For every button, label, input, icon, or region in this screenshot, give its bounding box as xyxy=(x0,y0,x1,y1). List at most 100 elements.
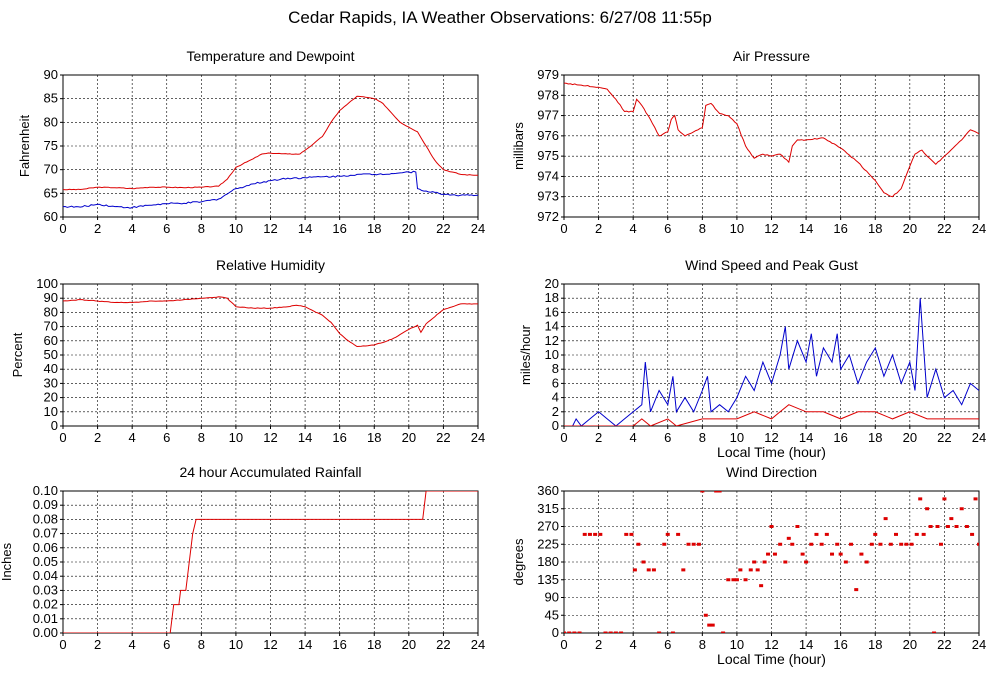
data-point xyxy=(959,507,964,511)
y-tick-label: 0 xyxy=(51,418,58,433)
x-tick-label: 0 xyxy=(59,430,66,445)
series-line xyxy=(63,170,478,209)
data-point xyxy=(572,631,577,633)
data-point xyxy=(772,552,777,556)
data-point xyxy=(795,525,800,528)
y-tick-label: 30 xyxy=(44,375,58,390)
x-tick-label: 14 xyxy=(298,221,312,236)
y-tick-label: 0.08 xyxy=(33,511,58,526)
data-point xyxy=(696,542,701,546)
data-point xyxy=(641,560,646,564)
y-tick-label: 70 xyxy=(44,319,58,334)
x-tick-label: 4 xyxy=(129,430,136,445)
x-axis-label: Local Time (hour) xyxy=(717,651,826,667)
x-tick-label: 8 xyxy=(198,221,205,236)
x-tick-label: 6 xyxy=(163,430,170,445)
data-point xyxy=(636,542,641,546)
y-axis-label: Fahrenheit xyxy=(17,115,32,178)
data-point xyxy=(721,631,726,633)
x-tick-label: 18 xyxy=(868,430,882,445)
data-point xyxy=(593,532,598,536)
y-tick-label: 40 xyxy=(44,361,58,376)
data-point xyxy=(925,507,930,511)
x-axis-label: Local Time (hour) xyxy=(717,444,826,460)
chart-title: Wind Direction xyxy=(726,464,817,480)
data-point xyxy=(954,525,959,528)
x-tick-label: 16 xyxy=(833,637,847,652)
y-tick-label: 0.07 xyxy=(33,526,58,541)
data-point xyxy=(646,568,651,572)
y-tick-label: 10 xyxy=(44,404,58,419)
x-tick-label: 12 xyxy=(764,637,778,652)
data-point xyxy=(949,517,954,521)
data-point xyxy=(743,578,748,582)
x-tick-label: 8 xyxy=(198,430,205,445)
y-tick-label: 2 xyxy=(552,404,559,419)
data-point xyxy=(843,560,848,564)
y-tick-label: 0.01 xyxy=(33,611,58,626)
x-tick-label: 10 xyxy=(229,637,243,652)
data-point xyxy=(717,491,722,493)
data-point xyxy=(909,542,914,546)
y-tick-label: 0.00 xyxy=(33,625,58,640)
chart-title: Relative Humidity xyxy=(216,257,325,273)
data-point xyxy=(786,536,791,540)
series-line xyxy=(564,82,979,198)
x-tick-label: 16 xyxy=(332,430,346,445)
x-tick-label: 24 xyxy=(972,637,986,652)
y-tick-label: 8 xyxy=(552,361,559,376)
x-tick-label: 2 xyxy=(595,637,602,652)
y-tick-label: 0.02 xyxy=(33,597,58,612)
y-tick-label: 0.06 xyxy=(33,540,58,555)
x-tick-label: 6 xyxy=(664,637,671,652)
y-axis-label: degrees xyxy=(511,538,526,585)
y-tick-label: 180 xyxy=(537,554,559,569)
data-point xyxy=(878,542,883,546)
x-tick-label: 16 xyxy=(332,637,346,652)
data-point xyxy=(657,631,662,633)
x-tick-label: 20 xyxy=(903,637,917,652)
y-tick-label: 0.09 xyxy=(33,497,58,512)
y-tick-label: 80 xyxy=(44,114,58,129)
x-tick-label: 2 xyxy=(595,430,602,445)
x-tick-label: 24 xyxy=(972,221,986,236)
x-tick-label: 12 xyxy=(764,221,778,236)
x-tick-label: 14 xyxy=(799,637,813,652)
x-tick-label: 14 xyxy=(298,637,312,652)
data-point xyxy=(932,631,937,633)
x-tick-label: 24 xyxy=(471,637,485,652)
data-point xyxy=(726,578,731,582)
data-point xyxy=(800,552,805,556)
data-point xyxy=(613,631,618,633)
x-tick-label: 24 xyxy=(471,221,485,236)
data-point xyxy=(790,542,795,546)
y-tick-label: 135 xyxy=(537,572,559,587)
y-tick-label: 80 xyxy=(44,304,58,319)
x-tick-label: 10 xyxy=(730,637,744,652)
page-title: Cedar Rapids, IA Weather Observations: 6… xyxy=(288,8,712,27)
y-tick-label: 18 xyxy=(545,290,559,305)
x-tick-label: 4 xyxy=(129,637,136,652)
x-tick-label: 14 xyxy=(799,221,813,236)
data-point xyxy=(710,623,715,627)
y-tick-label: 974 xyxy=(537,168,559,183)
x-tick-label: 20 xyxy=(402,430,416,445)
x-tick-label: 12 xyxy=(263,221,277,236)
y-tick-label: 4 xyxy=(552,390,559,405)
y-axis-label: Percent xyxy=(10,332,25,377)
data-point xyxy=(964,525,969,528)
y-tick-label: 16 xyxy=(545,304,559,319)
x-tick-label: 0 xyxy=(59,221,66,236)
data-point xyxy=(869,542,874,546)
data-point xyxy=(894,532,898,536)
x-tick-label: 22 xyxy=(436,430,450,445)
y-tick-label: 90 xyxy=(545,590,559,605)
chart-title: Air Pressure xyxy=(733,48,810,64)
series-line xyxy=(564,298,979,426)
data-point xyxy=(686,542,691,546)
data-point xyxy=(691,542,696,546)
y-tick-label: 20 xyxy=(545,276,559,291)
y-tick-label: 975 xyxy=(537,148,559,163)
